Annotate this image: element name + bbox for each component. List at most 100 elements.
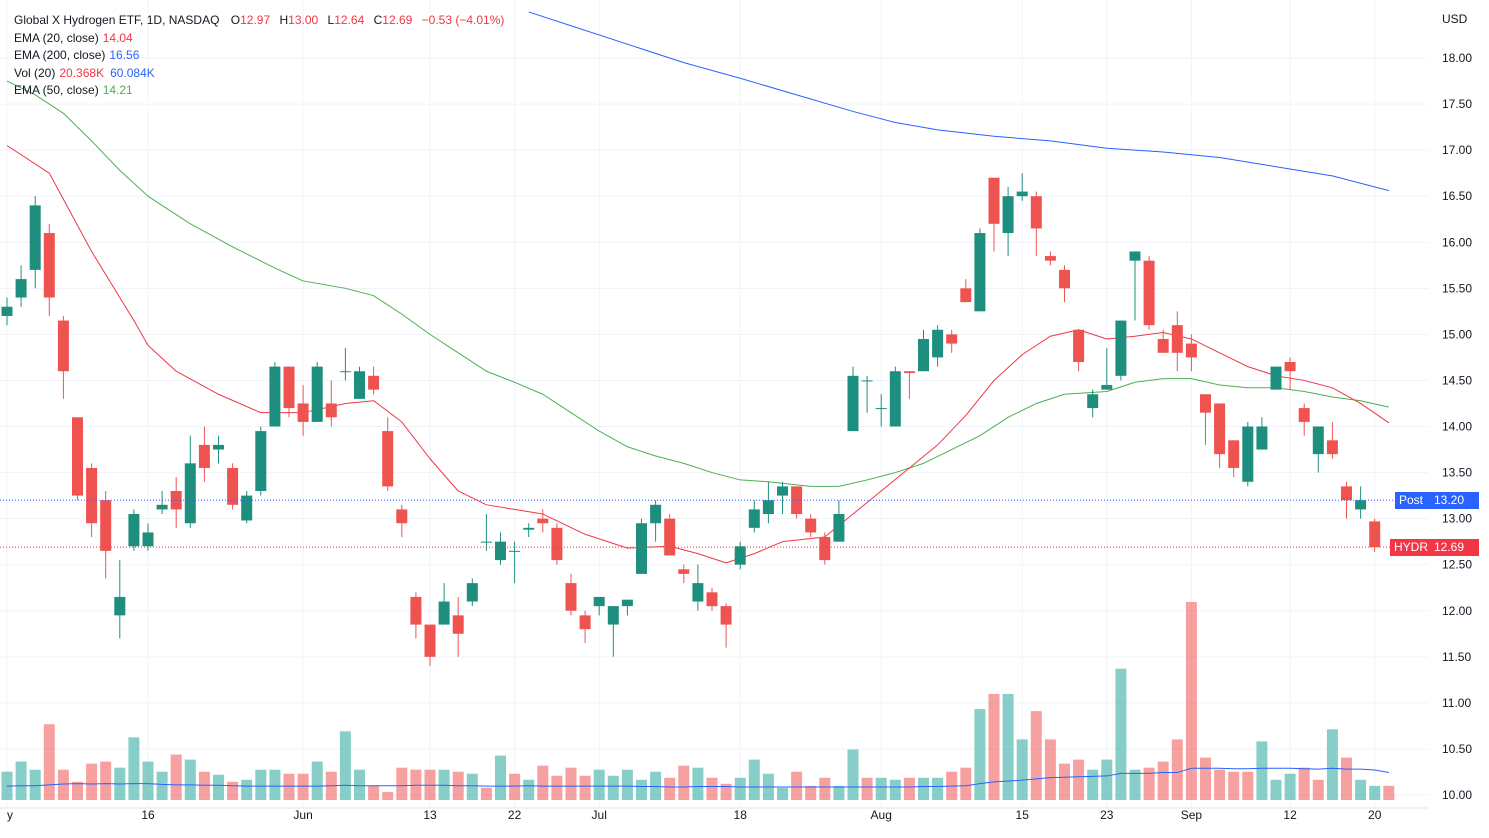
ema20-line bbox=[6, 145, 1390, 564]
candle-body bbox=[1016, 191, 1028, 197]
symbol-title[interactable]: Global X Hydrogen ETF, 1D, NASDAQ bbox=[14, 13, 220, 27]
candle-up bbox=[692, 564, 704, 611]
candle-body bbox=[946, 334, 958, 344]
candle-down bbox=[382, 417, 394, 491]
candle-down bbox=[960, 279, 972, 303]
candle-body bbox=[368, 375, 380, 390]
candle-up bbox=[523, 523, 535, 538]
volume-bar bbox=[368, 785, 380, 800]
candle-body bbox=[734, 546, 746, 565]
candle-body bbox=[805, 518, 817, 533]
candle-body bbox=[861, 380, 873, 382]
candle-body bbox=[1312, 426, 1324, 455]
volume-bar bbox=[466, 773, 478, 800]
candle-up bbox=[241, 490, 253, 524]
candle-body bbox=[1228, 440, 1240, 468]
candle-body bbox=[283, 366, 295, 409]
candle-down bbox=[903, 371, 915, 399]
volume-bar bbox=[1129, 769, 1141, 800]
x-tick-label: Sep bbox=[1181, 808, 1203, 822]
legend-ema20-row[interactable]: EMA (20, close) 14.04 bbox=[14, 30, 504, 48]
candle-down bbox=[720, 603, 732, 648]
candle-down bbox=[100, 490, 112, 579]
volume-bar bbox=[875, 777, 887, 800]
volume-bar bbox=[1002, 693, 1014, 800]
volume-bar bbox=[974, 709, 986, 800]
candle-body bbox=[1185, 343, 1197, 358]
candle-up bbox=[142, 523, 154, 551]
x-tick-label: 12 bbox=[1283, 808, 1297, 822]
candle-up bbox=[1016, 173, 1028, 201]
volume-bar bbox=[720, 783, 732, 800]
volume-bar bbox=[791, 771, 803, 800]
legend-ema50-row[interactable]: EMA (50, close) 14.21 bbox=[14, 82, 504, 100]
candle-body bbox=[29, 205, 41, 270]
candle-layer bbox=[1, 173, 1381, 667]
candle-down bbox=[410, 592, 422, 639]
volume-bar bbox=[1157, 761, 1169, 800]
volume-bar bbox=[636, 779, 647, 800]
y-tick-label: 18.00 bbox=[1442, 51, 1472, 65]
candle-body bbox=[100, 500, 112, 551]
volume-bar bbox=[777, 787, 788, 800]
legend-volume-row[interactable]: Vol (20) 20.368K 60.084K bbox=[14, 65, 504, 83]
candle-body bbox=[1157, 338, 1169, 353]
candle-down bbox=[791, 486, 803, 519]
volume-bar bbox=[1369, 785, 1381, 800]
volume-bar bbox=[100, 761, 112, 800]
volume-bar bbox=[495, 755, 506, 800]
candle-up bbox=[932, 325, 944, 367]
candle-body bbox=[791, 486, 803, 515]
candle-down bbox=[805, 514, 817, 538]
volume-bar bbox=[480, 787, 492, 800]
candle-up bbox=[1242, 421, 1254, 487]
y-tick-label: 11.50 bbox=[1442, 650, 1471, 664]
candle-down bbox=[198, 426, 210, 482]
volume-bar bbox=[198, 771, 210, 800]
candle-up bbox=[213, 435, 224, 464]
candle-down bbox=[1284, 357, 1296, 390]
volume-bar bbox=[579, 775, 591, 800]
candle-up bbox=[1270, 366, 1282, 390]
y-tick-label: 15.00 bbox=[1442, 327, 1472, 341]
x-tick-label: 16 bbox=[141, 808, 155, 822]
open-label: O bbox=[230, 13, 241, 27]
candle-up bbox=[762, 481, 774, 524]
candle-down bbox=[1171, 311, 1183, 372]
candle-up bbox=[311, 362, 323, 422]
volume-bar bbox=[241, 779, 253, 800]
candle-body bbox=[636, 523, 647, 574]
x-tick-label: 23 bbox=[1100, 808, 1114, 822]
volume-bar bbox=[156, 771, 168, 800]
candle-down bbox=[396, 504, 408, 538]
volume-bar bbox=[1383, 785, 1395, 800]
symbol-tag-value: 12.69 bbox=[1430, 538, 1479, 556]
candle-body bbox=[1341, 486, 1352, 501]
candle-up bbox=[974, 228, 986, 312]
candle-down bbox=[551, 523, 563, 565]
candle-body bbox=[1214, 403, 1226, 455]
candle-body bbox=[1171, 325, 1183, 353]
y-tick-label: 17.50 bbox=[1442, 97, 1472, 111]
candle-down bbox=[1143, 256, 1155, 330]
legend-main-row[interactable]: Global X Hydrogen ETF, 1D, NASDAQ O12.97… bbox=[14, 12, 504, 30]
candle-body bbox=[255, 431, 267, 491]
candle-body bbox=[1143, 260, 1155, 326]
candle-body bbox=[466, 583, 478, 602]
volume-bar bbox=[72, 781, 83, 800]
volume-bar bbox=[1256, 741, 1268, 800]
candle-down bbox=[170, 477, 182, 528]
candle-down bbox=[72, 417, 83, 501]
candle-down bbox=[452, 596, 464, 657]
volume-bar bbox=[960, 767, 972, 800]
volume-bar bbox=[184, 759, 196, 800]
candle-body bbox=[706, 592, 718, 607]
candle-body bbox=[621, 599, 633, 607]
volume-bar bbox=[269, 769, 281, 800]
legend-ema200-row[interactable]: EMA (200, close) 16.56 bbox=[14, 47, 504, 65]
x-tick-label: Jun bbox=[293, 808, 312, 822]
volume-bar bbox=[607, 775, 619, 800]
candle-body bbox=[565, 583, 577, 611]
